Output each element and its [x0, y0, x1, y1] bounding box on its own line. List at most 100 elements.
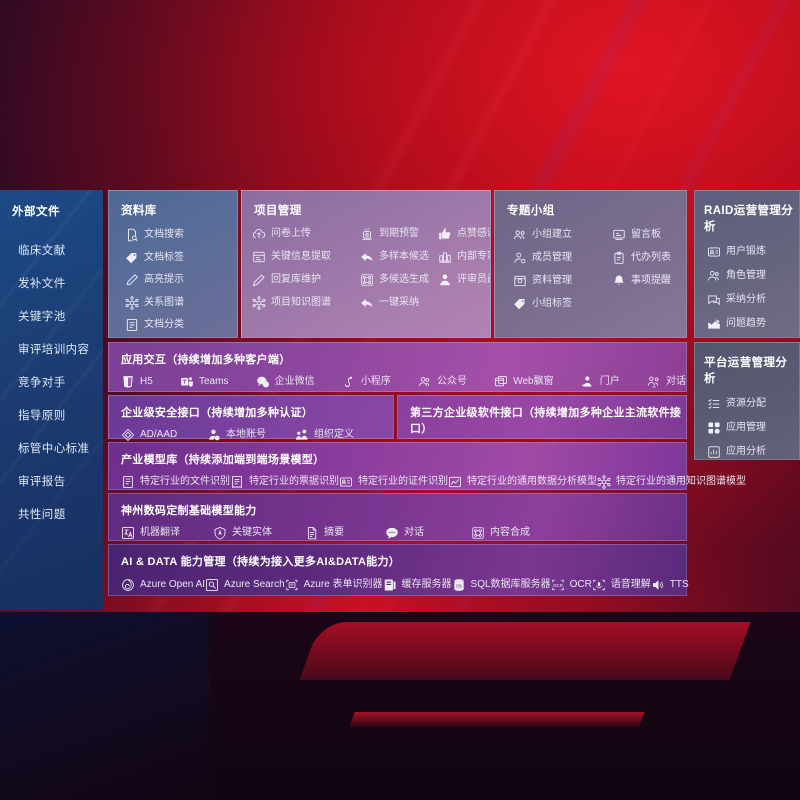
tag-icon [513, 297, 527, 311]
interaction-item-web-float-window[interactable]: Web飘窗 [494, 375, 581, 389]
portal-person-icon [581, 375, 595, 389]
sidebar-item-keyword-pool[interactable]: 关键字池 [18, 310, 66, 323]
sidebar-item-standards-center[interactable]: 标管中心标准 [18, 442, 90, 455]
project-item-multi-candidate-generate[interactable]: 多候选生成 [360, 273, 438, 287]
interaction-item-miniprogram[interactable]: 小程序 [342, 375, 418, 389]
platform-item-resource-allocation[interactable]: 资源分配 [707, 397, 799, 411]
raid-item-issue-trend[interactable]: 问题趋势 [707, 317, 799, 331]
ai-item-cache-server[interactable]: 缓存服务器 [383, 578, 452, 592]
group-item-message-board[interactable]: 留言板 [612, 228, 686, 242]
model-item-label: 特定行业的通用数据分析模型 [467, 476, 597, 487]
base-item-content-synthesis[interactable]: 内容合成 [471, 526, 530, 540]
model-item-receipt-recognition[interactable]: 特定行业的票据识别 [230, 475, 339, 489]
dashboard-grid: 外部文件 临床文献 发补文件 关键字池 审评培训内容 竞争对手 指导原则 标管中… [0, 190, 800, 612]
base-item-dialog[interactable]: 对话 [385, 526, 471, 540]
group-item-create-group[interactable]: 小组建立 [513, 228, 608, 242]
ai-item-label: Azure 表单识别器 [303, 579, 383, 590]
svg-text:OCR: OCR [553, 583, 563, 588]
interaction-item-h5[interactable]: H5 [121, 375, 180, 389]
group-item-member-management[interactable]: 成员管理 [513, 251, 608, 265]
row-ai-data: AI & DATA 能力管理（持续为接入更多AI&DATA能力） Azure O… [108, 544, 689, 596]
raid-item-user-training[interactable]: 用户锻炼 [707, 245, 799, 259]
library-item-document-category[interactable]: 文档分类 [125, 318, 237, 332]
library-item-label: 文档搜索 [144, 229, 184, 240]
model-item-data-analysis-model[interactable]: 特定行业的通用数据分析模型 [448, 475, 597, 489]
sidebar: 外部文件 临床文献 发补文件 关键字池 审评培训内容 竞争对手 指导原则 标管中… [0, 190, 103, 610]
ai-item-sql-database-server[interactable]: DB SQL数据库服务器 [452, 578, 551, 592]
project-item-label: 一键采纳 [379, 297, 419, 308]
interaction-item-dialog[interactable]: 对话 [647, 375, 686, 389]
model-item-id-recognition[interactable]: 特定行业的证件识别 [339, 475, 448, 489]
library-item-relation-graph[interactable]: 关系图谱 [125, 295, 237, 310]
group-item-task-reminder[interactable]: 事项提醒 [612, 274, 686, 288]
security-item-ad-aad[interactable]: AD/AAD [121, 428, 207, 442]
sidebar-item-review-report[interactable]: 审评报告 [18, 475, 66, 488]
model-item-file-recognition[interactable]: 特定行业的文件识别 [121, 475, 230, 489]
receipt-icon [230, 475, 244, 489]
base-item-machine-translation[interactable]: 机器翻译 [121, 526, 213, 540]
person-gear-icon [513, 251, 527, 265]
base-item-summary[interactable]: 摘要 [305, 526, 385, 540]
platform-item-app-analysis[interactable]: 应用分析 [707, 445, 799, 459]
security-items: AD/AAD 本地账号 组织定义 [109, 420, 393, 442]
interaction-item-teams[interactable]: Teams [180, 375, 256, 389]
row-third-party-api: 第三方企业级软件接口（持续增加多种企业主流软件接口） API自动化设计器 [397, 395, 687, 457]
library-item-document-tag[interactable]: 文档标签 [125, 251, 237, 265]
sidebar-item-clinical-literature[interactable]: 临床文献 [18, 244, 66, 257]
ai-item-azure-form-recognizer[interactable]: Azure 表单识别器 [285, 578, 383, 592]
group-item-label: 事项提醒 [631, 275, 671, 286]
project-item-key-info-extract[interactable]: 关键信息提取 [252, 250, 360, 264]
sidebar-item-guidelines[interactable]: 指导原则 [18, 409, 66, 422]
security-item-label: 本地账号 [226, 429, 266, 440]
security-item-org-definition[interactable]: 组织定义 [295, 428, 354, 442]
interaction-item-official-account[interactable]: 公众号 [418, 375, 494, 389]
data-analysis-icon [448, 475, 462, 489]
interaction-item-label: Web飘窗 [513, 376, 554, 387]
row-industry-model: 产业模型库（持续添加端到端场景模型） 特定行业的文件识别 特定行业的票据识别 特… [108, 442, 746, 490]
interaction-item-label: 门户 [599, 376, 620, 387]
project-item-multi-sample-candidate[interactable]: 多样本候选 [360, 250, 438, 264]
qa-chat-icon [707, 293, 721, 307]
project-item-one-click-adopt[interactable]: 一键采纳 [360, 296, 438, 310]
library-item-document-search[interactable]: 文档搜索 [125, 228, 237, 242]
person-account-icon [207, 428, 221, 442]
ai-item-azure-open-ai[interactable]: Azure Open AI [121, 578, 205, 592]
group-item-material-management[interactable]: 资料管理 [513, 274, 608, 288]
document-list-icon [125, 318, 139, 332]
security-item-local-account[interactable]: 本地账号 [207, 428, 295, 442]
ai-item-label: SQL数据库服务器 [470, 579, 551, 590]
project-item-thanks-like[interactable]: 点赞感谢 [438, 227, 490, 241]
project-item-project-knowledge-graph[interactable]: 项目知识图谱 [252, 296, 360, 310]
sidebar-item-competitors[interactable]: 竞争对手 [18, 376, 66, 389]
project-item-survey-upload[interactable]: 问卷上传 [252, 227, 360, 241]
ai-item-tts[interactable]: TTS [651, 578, 689, 592]
project-item-reviewer-profile[interactable]: 评审员画像 [438, 273, 490, 287]
interaction-item-portal[interactable]: 门户 [581, 375, 647, 389]
ai-item-voice-understanding[interactable]: 语音理解 [592, 578, 651, 592]
sidebar-item-common-issues[interactable]: 共性问题 [18, 508, 66, 521]
project-item-reply-library[interactable]: 回复库维护 [252, 273, 360, 287]
project-item-expert-ranking[interactable]: 内部专家排名 [438, 250, 490, 264]
cache-server-icon [383, 578, 397, 592]
ai-item-ocr[interactable]: OCR OCR [551, 578, 592, 592]
project-item-label: 回复库维护 [271, 274, 321, 285]
raid-item-adoption-analysis[interactable]: 采纳分析 [707, 293, 799, 307]
ai-item-label: 缓存服务器 [401, 579, 452, 590]
interaction-item-wechat-work[interactable]: 企业微信 [256, 375, 342, 389]
group-item-label: 小组标签 [532, 298, 572, 309]
sidebar-item-supplement-files[interactable]: 发补文件 [18, 277, 66, 290]
project-item-expiry-alert[interactable]: 到期预警 [360, 227, 438, 241]
sidebar-item-review-training[interactable]: 审评培训内容 [18, 343, 90, 356]
ai-item-azure-search[interactable]: Azure Search [205, 578, 285, 592]
security-item-label: 组织定义 [314, 429, 354, 440]
raid-item-role-management[interactable]: 角色管理 [707, 269, 799, 283]
alarm-icon [360, 227, 374, 241]
group-item-todo-list[interactable]: 代办列表 [612, 251, 686, 265]
interaction-item-label: 对话 [665, 376, 686, 387]
base-item-key-entity[interactable]: 关键实体 [213, 526, 305, 540]
library-item-highlight[interactable]: 高亮提示 [125, 273, 237, 287]
platform-item-app-management[interactable]: 应用管理 [707, 421, 799, 435]
group-item-group-tag[interactable]: 小组标签 [513, 297, 608, 311]
library-item-label: 高亮提示 [144, 274, 184, 285]
model-item-knowledge-graph-model[interactable]: 特定行业的通用知识图谱模型 [597, 475, 746, 489]
